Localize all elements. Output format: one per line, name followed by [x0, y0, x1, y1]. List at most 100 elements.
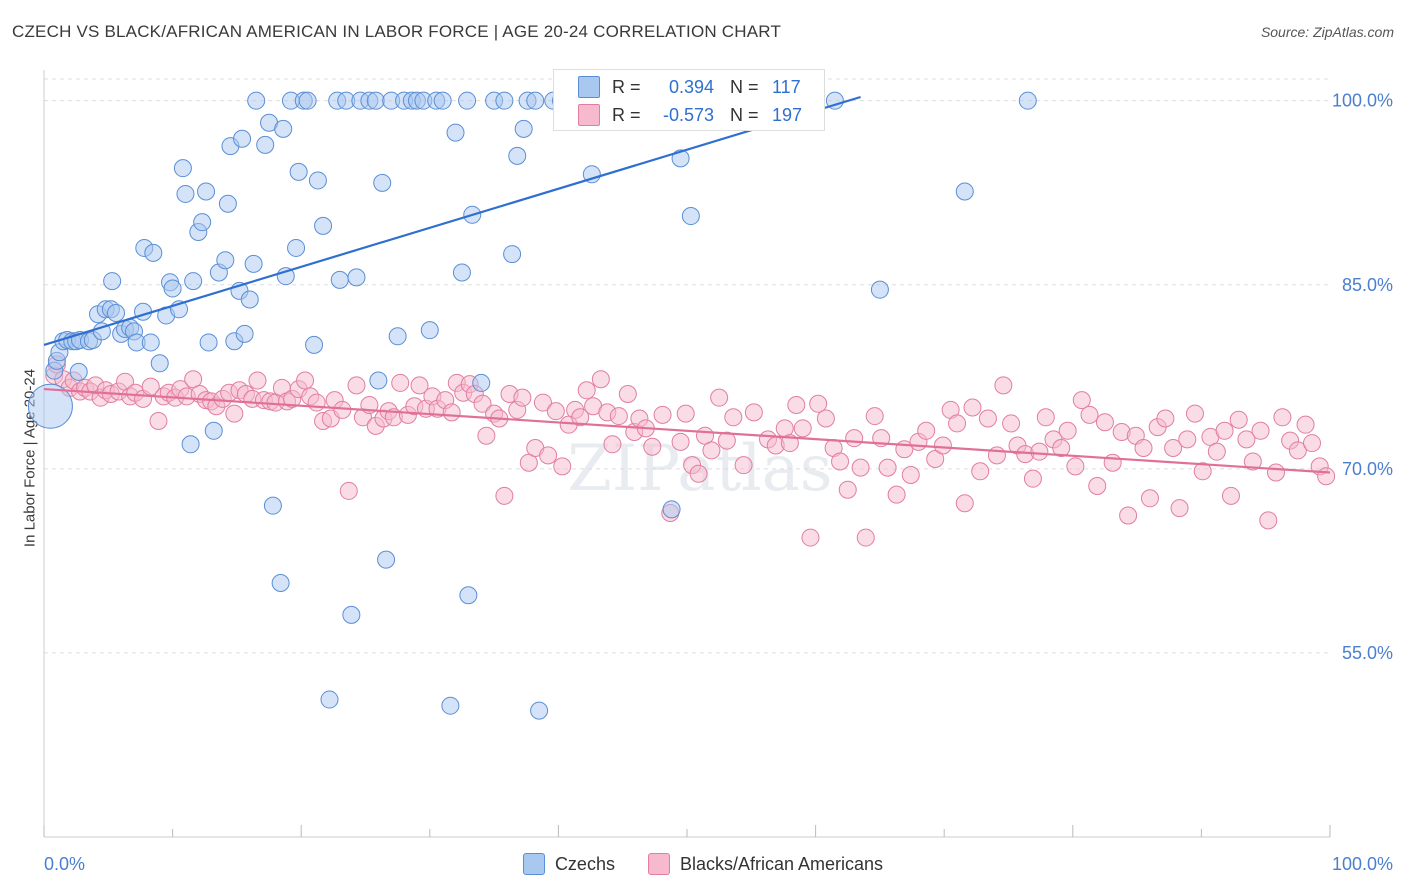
stats-row-czechs: R = 0.394 N = 117 — [554, 72, 824, 102]
black-point — [1266, 463, 1285, 482]
black-point — [1221, 486, 1240, 505]
black-point — [1259, 511, 1278, 530]
czech-point — [216, 251, 235, 270]
x-tick-label: 0.0% — [44, 854, 85, 874]
black-point — [539, 446, 558, 465]
black-point — [856, 528, 875, 547]
black-point — [1193, 462, 1212, 481]
czech-point — [452, 263, 471, 282]
czech-point — [508, 146, 527, 165]
czech-point — [955, 182, 974, 201]
source-label: Source: ZipAtlas.com — [1260, 24, 1394, 40]
czech-point — [373, 173, 392, 192]
black-point — [901, 465, 920, 484]
czech-point — [144, 243, 163, 262]
black-point — [477, 426, 496, 445]
black-point — [994, 376, 1013, 395]
czech-point — [176, 184, 195, 203]
stats-row-blacks: R = -0.573 N = 197 — [554, 100, 824, 130]
black-point — [676, 404, 695, 423]
czech-point — [671, 149, 690, 168]
czech-point — [495, 91, 514, 110]
black-point — [734, 456, 753, 475]
black-point — [1170, 499, 1189, 518]
black-point — [495, 486, 514, 505]
black-point — [1103, 453, 1122, 472]
black-point — [787, 396, 806, 415]
czech-point — [181, 435, 200, 454]
czech-point — [526, 91, 545, 110]
czech-point — [342, 605, 361, 624]
black-point — [933, 436, 952, 455]
black-point — [473, 394, 492, 413]
black-point — [1237, 430, 1256, 449]
black-point — [831, 452, 850, 471]
czech-point — [514, 119, 533, 138]
czech-point — [289, 162, 308, 181]
czech-point — [271, 573, 290, 592]
r-value: 0.394 — [668, 76, 714, 97]
black-point — [809, 394, 828, 413]
black-point — [865, 407, 884, 426]
black-point — [643, 437, 662, 456]
black-point — [1178, 430, 1197, 449]
czech-point — [377, 550, 396, 569]
czech-point — [503, 245, 522, 264]
black-point — [1215, 421, 1234, 440]
black-point — [851, 458, 870, 477]
black-point — [744, 403, 763, 422]
czech-point — [197, 182, 216, 201]
czech-point — [247, 91, 266, 110]
r-label: R = — [612, 104, 641, 125]
black-point — [591, 370, 610, 389]
czech-point — [199, 333, 218, 352]
czech-point — [446, 123, 465, 142]
black-point — [149, 411, 168, 430]
black-point — [1288, 441, 1307, 460]
black-point — [1251, 421, 1270, 440]
czech-point — [681, 207, 700, 226]
black-point — [1273, 408, 1292, 427]
czech-trend-line — [43, 95, 861, 346]
black-point — [1156, 409, 1175, 428]
black-point — [1058, 421, 1077, 440]
black-point — [1036, 408, 1055, 427]
black-point — [603, 435, 622, 454]
czech-point — [662, 500, 681, 519]
czech-point — [274, 119, 293, 138]
black-point — [618, 384, 637, 403]
black-point — [442, 403, 461, 422]
czech-point — [388, 327, 407, 346]
czech-point — [287, 238, 306, 257]
black-point — [1164, 438, 1183, 457]
black-point — [225, 404, 244, 423]
czech-point — [320, 690, 339, 709]
black-point — [887, 485, 906, 504]
y-tick-label: 55.0% — [1342, 643, 1393, 663]
chart-title: CZECH VS BLACK/AFRICAN AMERICAN IN LABOR… — [12, 22, 782, 41]
stats-legend: R = 0.394 N = 117 R = -0.573 N = 197 — [553, 69, 825, 131]
black-point — [248, 371, 267, 390]
czech-point — [314, 216, 333, 235]
series-legend: Czechs Blacks/African Americans — [0, 853, 1406, 880]
czech-point — [233, 129, 252, 148]
black-point — [948, 414, 967, 433]
black-point — [710, 388, 729, 407]
blacks-swatch — [578, 104, 600, 126]
czech-point — [441, 696, 460, 715]
czech-point — [1018, 91, 1037, 110]
czech-point — [433, 91, 452, 110]
black-point — [571, 408, 590, 427]
legend-label-czechs: Czechs — [554, 853, 615, 874]
legend-item-czechs[interactable]: Czechs — [522, 853, 615, 875]
black-point — [816, 409, 835, 428]
black-point — [838, 480, 857, 499]
black-point — [1072, 391, 1091, 410]
czech-point — [184, 272, 203, 291]
legend-item-blacks[interactable]: Blacks/African Americans — [647, 853, 884, 875]
czech-point — [256, 135, 275, 154]
black-point — [955, 494, 974, 513]
czech-point — [150, 354, 169, 373]
legend-label-blacks: Blacks/African Americans — [679, 853, 884, 874]
